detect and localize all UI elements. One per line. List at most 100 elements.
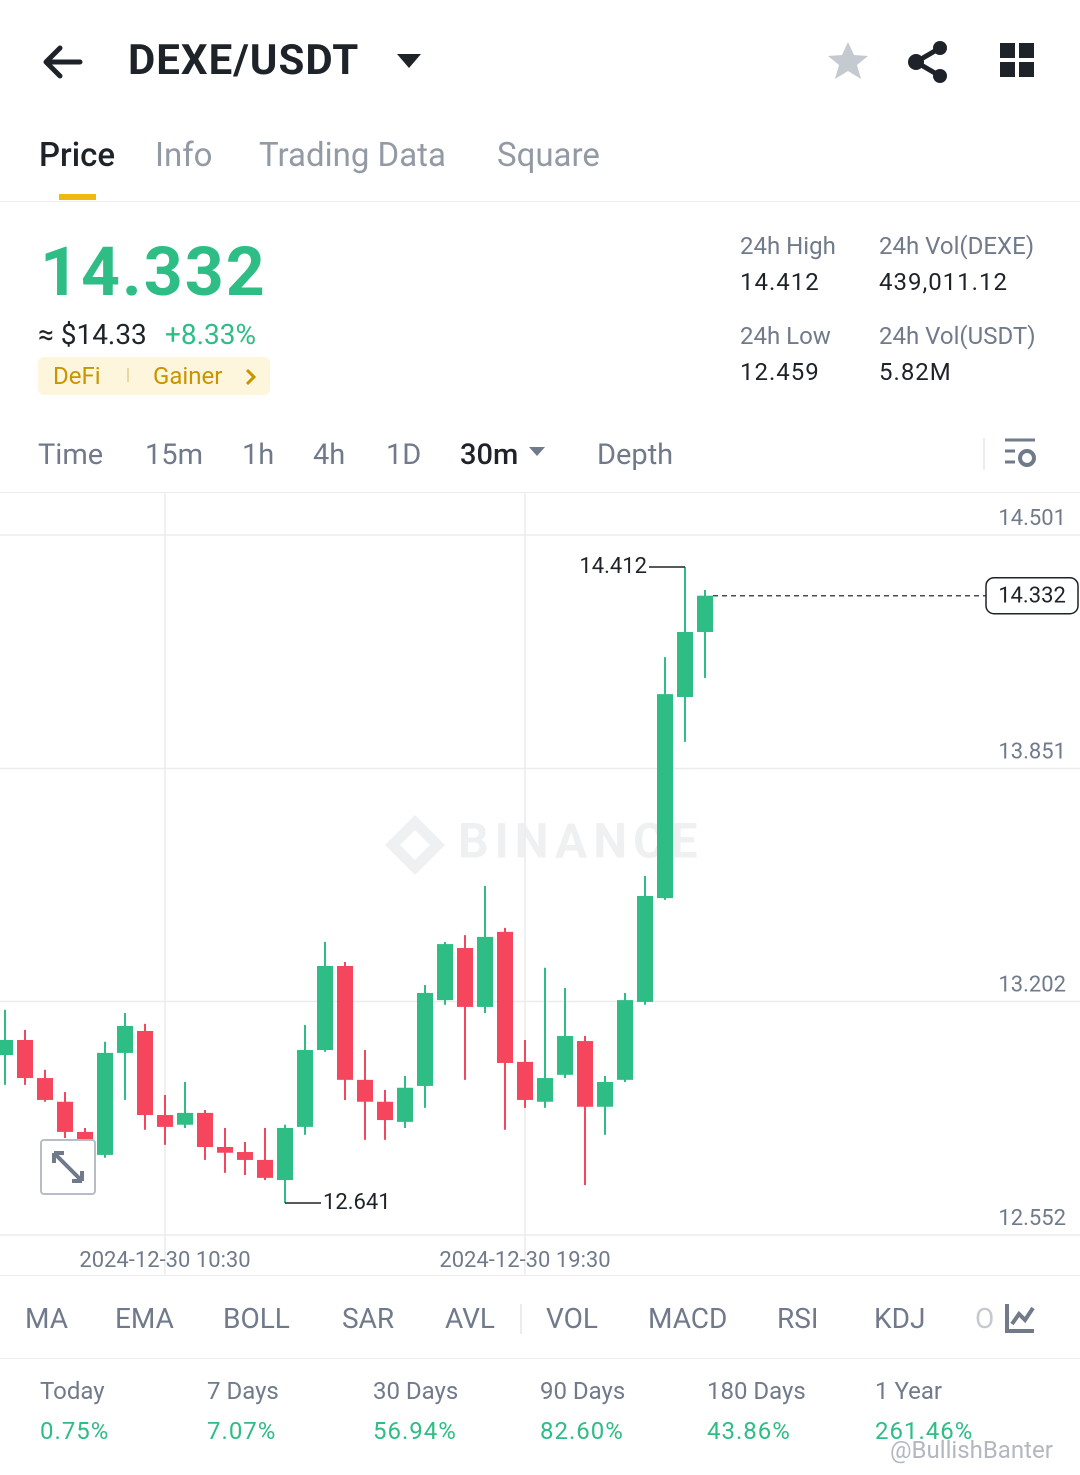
candle-body bbox=[317, 965, 333, 1051]
stat-label: 24h Low bbox=[740, 322, 831, 350]
last-price-tag bbox=[985, 576, 1079, 615]
share-icon[interactable] bbox=[906, 40, 950, 84]
period-change: 43.86% bbox=[707, 1417, 791, 1445]
price-change: +8.33% bbox=[165, 318, 256, 351]
candle-body bbox=[617, 1000, 633, 1080]
tag[interactable]: Gainer bbox=[153, 362, 223, 390]
watermark-logo bbox=[385, 815, 445, 875]
indicator[interactable]: BOLL bbox=[223, 1302, 290, 1335]
candle-body bbox=[37, 1078, 53, 1100]
y-tick-label: 14.501 bbox=[998, 506, 1066, 531]
indicator[interactable]: SAR bbox=[342, 1302, 395, 1335]
x-tick-label: 2024-12-30 19:30 bbox=[439, 1248, 610, 1273]
candle-body bbox=[237, 1152, 253, 1160]
indicator[interactable]: MA bbox=[25, 1302, 68, 1335]
candle-body bbox=[657, 694, 673, 899]
pair-title[interactable]: DEXE/USDT bbox=[128, 36, 360, 85]
indicator[interactable]: MACD bbox=[648, 1302, 728, 1335]
candle-body bbox=[597, 1081, 613, 1107]
grid-icon[interactable] bbox=[1000, 43, 1036, 79]
stat-label: 24h Vol(USDT) bbox=[879, 322, 1036, 350]
candle-body bbox=[177, 1112, 193, 1125]
period-label: 90 Days bbox=[540, 1377, 626, 1405]
last-price: 14.332 bbox=[40, 232, 267, 312]
candle-body bbox=[257, 1159, 273, 1178]
period-label: 30 Days bbox=[373, 1377, 459, 1405]
indicator[interactable]: AVL bbox=[445, 1302, 495, 1335]
stat-value: 12.459 bbox=[740, 358, 820, 386]
tag[interactable]: DeFi bbox=[53, 362, 101, 390]
candle-body bbox=[377, 1101, 393, 1121]
period-label: Today bbox=[40, 1377, 105, 1405]
tag-arrow bbox=[245, 368, 257, 386]
pair-caret[interactable] bbox=[396, 52, 422, 70]
tag-box[interactable] bbox=[38, 357, 270, 395]
candle-body bbox=[697, 595, 713, 632]
candle-body bbox=[577, 1041, 593, 1107]
candle-body bbox=[497, 931, 513, 1063]
indicator[interactable]: VOL bbox=[546, 1302, 598, 1335]
candle-body bbox=[297, 1050, 313, 1127]
usd-price: ≈ $14.33 bbox=[38, 318, 147, 351]
candle-body bbox=[637, 895, 653, 1002]
candle-body bbox=[217, 1147, 233, 1153]
candle-body bbox=[517, 1061, 533, 1100]
candle-body bbox=[537, 1078, 553, 1102]
y-tick-label: 13.202 bbox=[998, 972, 1066, 997]
stat-label: 24h Vol(DEXE) bbox=[879, 232, 1035, 260]
candle-body bbox=[457, 948, 473, 1007]
interval[interactable]: Time bbox=[38, 438, 104, 472]
interval[interactable]: 4h bbox=[313, 438, 346, 472]
candle-body bbox=[137, 1030, 153, 1116]
indicator[interactable]: RSI bbox=[777, 1302, 819, 1335]
candle-body bbox=[117, 1025, 133, 1053]
indicator-settings-icon[interactable] bbox=[1004, 1302, 1036, 1334]
candle-body bbox=[157, 1115, 173, 1127]
stat-value: 5.82M bbox=[879, 358, 952, 386]
tab[interactable]: Info bbox=[155, 136, 213, 175]
period-label: 1 Year bbox=[875, 1377, 943, 1405]
chart-settings-icon[interactable] bbox=[1003, 437, 1039, 471]
candle-body bbox=[357, 1079, 373, 1102]
indicator[interactable]: KDJ bbox=[874, 1302, 926, 1335]
y-tick-label: 13.851 bbox=[998, 739, 1066, 764]
interval[interactable]: 15m bbox=[145, 438, 204, 472]
favorite-icon[interactable] bbox=[826, 40, 870, 82]
period-change: 82.60% bbox=[540, 1417, 624, 1445]
candle-body bbox=[97, 1052, 113, 1155]
candle-body bbox=[197, 1112, 213, 1148]
candle-body bbox=[57, 1101, 73, 1132]
back-button[interactable] bbox=[40, 42, 85, 82]
indicator[interactable]: EMA bbox=[115, 1302, 174, 1335]
stat-value: 439,011.12 bbox=[879, 268, 1008, 296]
divider bbox=[0, 201, 1080, 202]
candle-body bbox=[337, 965, 353, 1080]
stat-value: 14.412 bbox=[740, 268, 820, 296]
tab[interactable]: Square bbox=[497, 136, 600, 175]
interval-caret[interactable] bbox=[528, 446, 546, 458]
high-label: 14.412 bbox=[579, 554, 647, 579]
candle-body bbox=[397, 1087, 413, 1122]
period-change: 0.75% bbox=[40, 1417, 110, 1445]
tab[interactable]: Price bbox=[39, 136, 116, 175]
tab[interactable]: Trading Data bbox=[259, 136, 446, 175]
interval[interactable]: 30m bbox=[460, 438, 519, 472]
candle-body bbox=[417, 992, 433, 1086]
candle-body bbox=[0, 1039, 13, 1056]
chart-watermark: BINANCE bbox=[385, 813, 697, 875]
interval[interactable]: 1D bbox=[386, 438, 422, 472]
candlestick-chart: BINANCE 14.501 13.851 13.202 12.552 2024-12-3… bbox=[0, 493, 1080, 1275]
period-change: 56.94% bbox=[373, 1417, 457, 1445]
period-change: 261.46% bbox=[875, 1417, 974, 1445]
period-label: 180 Days bbox=[707, 1377, 806, 1405]
interval[interactable]: 1h bbox=[242, 438, 275, 472]
indicator[interactable]: O bbox=[975, 1302, 995, 1335]
fullscreen-button[interactable] bbox=[40, 1139, 96, 1195]
candle-body bbox=[77, 1131, 93, 1140]
stat-label: 24h High bbox=[740, 232, 836, 260]
period-label: 7 Days bbox=[207, 1377, 279, 1405]
candle-body bbox=[437, 944, 453, 1001]
interval[interactable]: Depth bbox=[597, 438, 674, 472]
watermark: @BullishBanter bbox=[890, 1436, 1053, 1464]
